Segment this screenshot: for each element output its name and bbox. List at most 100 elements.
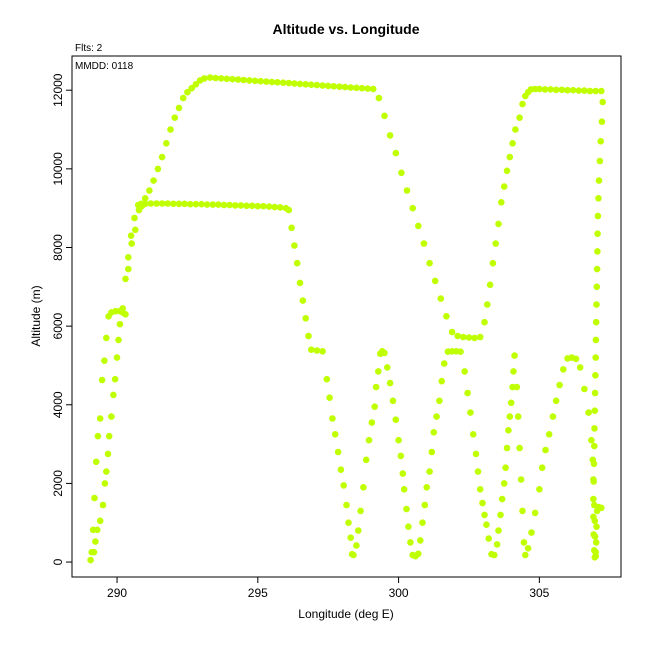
data-point [440, 360, 448, 367]
x-tick-label: 295 [248, 586, 268, 600]
data-point [503, 167, 511, 175]
data-point [506, 413, 514, 420]
data-point [341, 83, 349, 91]
data-point [460, 333, 467, 341]
data-point [415, 550, 422, 558]
data-point [96, 517, 104, 525]
data-point [91, 494, 98, 502]
data-point [592, 354, 599, 361]
data-point [87, 556, 94, 564]
data-point [461, 368, 469, 375]
data-point [421, 501, 429, 509]
data-point [131, 214, 138, 222]
data-point [541, 86, 549, 93]
data-point [405, 523, 412, 530]
data-point [330, 83, 338, 90]
data-point [398, 169, 405, 177]
data-point [119, 305, 126, 312]
data-point [96, 415, 104, 422]
data-point [203, 201, 211, 208]
data-point [326, 394, 333, 402]
data-point [141, 195, 149, 202]
data-point [512, 126, 519, 133]
data-point [167, 126, 174, 133]
y-tick-label: 10000 [51, 152, 65, 186]
data-point [246, 77, 253, 84]
data-point [409, 204, 417, 212]
data-point [471, 334, 478, 342]
data-point [184, 88, 191, 96]
data-point [192, 200, 200, 208]
x-tick-label: 290 [107, 586, 127, 600]
data-point [279, 79, 287, 86]
data-points [87, 74, 606, 564]
data-point [467, 409, 474, 416]
data-point [198, 200, 205, 208]
data-point [591, 442, 598, 450]
data-point [299, 297, 307, 304]
data-point [125, 265, 132, 273]
data-point [372, 383, 380, 391]
data-point [489, 259, 497, 267]
x-axis-label: Longitude (deg E) [298, 607, 393, 621]
data-point [426, 468, 433, 475]
data-point [591, 547, 598, 554]
data-point [420, 240, 428, 247]
data-point [519, 507, 526, 515]
data-point [591, 407, 599, 415]
y-tick-label: 0 [51, 558, 65, 565]
data-point [436, 397, 443, 405]
data-point [438, 377, 446, 385]
data-point [291, 242, 298, 249]
data-point [516, 114, 523, 121]
data-point [522, 551, 529, 559]
data-point [347, 534, 355, 541]
data-point [334, 448, 342, 456]
data-point [491, 551, 498, 559]
data-point [576, 364, 584, 371]
data-point [375, 368, 382, 375]
data-point [209, 201, 217, 208]
data-point [127, 232, 135, 239]
data-point [251, 77, 259, 85]
data-point [516, 444, 523, 452]
data-point [437, 295, 445, 302]
data-point [110, 391, 117, 399]
data-point [481, 318, 488, 326]
data-point [116, 320, 124, 328]
data-point [331, 431, 339, 438]
data-point [313, 347, 321, 354]
data-point [590, 478, 597, 485]
data-point [150, 177, 157, 184]
data-point [357, 507, 364, 515]
y-tick-label: 8000 [51, 234, 65, 261]
data-point [94, 526, 101, 534]
data-point [486, 281, 494, 289]
data-point [581, 87, 588, 94]
data-point [364, 85, 371, 92]
data-point [517, 476, 525, 483]
data-point [105, 432, 113, 440]
data-point [217, 75, 225, 82]
data-point [595, 195, 602, 202]
data-point [597, 138, 604, 145]
x-axis: 290 295 300 305 [107, 576, 550, 600]
data-point [598, 87, 605, 95]
data-point [215, 201, 222, 208]
data-point [181, 200, 188, 208]
data-point [469, 431, 477, 438]
data-point [592, 318, 600, 326]
data-point [98, 376, 106, 384]
y-tick-label: 6000 [51, 312, 65, 339]
data-point [365, 436, 373, 444]
data-point [592, 87, 599, 95]
data-point [125, 253, 132, 261]
data-point [226, 201, 233, 209]
data-point [163, 140, 170, 147]
data-point [426, 259, 433, 267]
data-point [558, 86, 566, 94]
data-point [285, 79, 293, 87]
data-point [502, 464, 509, 472]
data-point [507, 399, 515, 407]
data-point [593, 283, 601, 291]
